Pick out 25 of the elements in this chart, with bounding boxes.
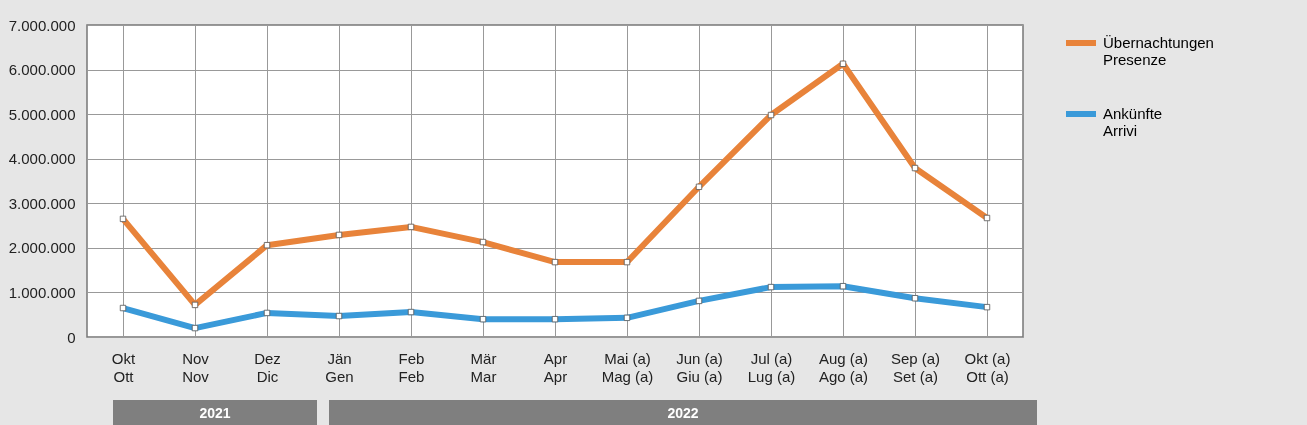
- x-tick-label: Aug (a) Ago (a): [818, 349, 869, 385]
- x-tick-label: Okt Ott: [111, 349, 136, 385]
- legend-label: Ankünfte Arrivi: [1103, 105, 1163, 139]
- x-tick-label: Apr Apr: [543, 349, 568, 385]
- x-tick-label: Nov Nov: [182, 349, 210, 385]
- y-tick-label: 0: [67, 328, 76, 346]
- x-tick-label: Okt (a) Ott (a): [964, 349, 1011, 385]
- text: 2022: [329, 400, 1037, 425]
- x-tick-label: Mär Mar: [470, 349, 497, 385]
- x-tick-label: Jun (a) Giu (a): [676, 349, 723, 385]
- y-tick-label: 2.000.000: [8, 239, 76, 257]
- y-tick-label: 3.000.000: [8, 194, 76, 212]
- x-tick-label: Mai (a) Mag (a): [601, 349, 654, 385]
- x-tick-label: Dez Dic: [254, 349, 281, 385]
- y-tick-label: 4.000.000: [8, 150, 76, 168]
- x-tick-label: Feb Feb: [398, 349, 425, 385]
- legend-label: Übernachtungen Presenze: [1103, 34, 1214, 68]
- y-tick-label: 5.000.000: [8, 105, 76, 123]
- x-tick-label: Jul (a) Lug (a): [747, 349, 796, 385]
- y-tick-label: 6.000.000: [8, 61, 76, 79]
- x-tick-label: Sep (a) Set (a): [890, 349, 941, 385]
- x-tick-label: Jän Gen: [325, 349, 354, 385]
- y-tick-label: 7.000.000: [8, 16, 76, 34]
- y-tick-label: 1.000.000: [8, 283, 76, 301]
- text: 2021: [113, 400, 317, 425]
